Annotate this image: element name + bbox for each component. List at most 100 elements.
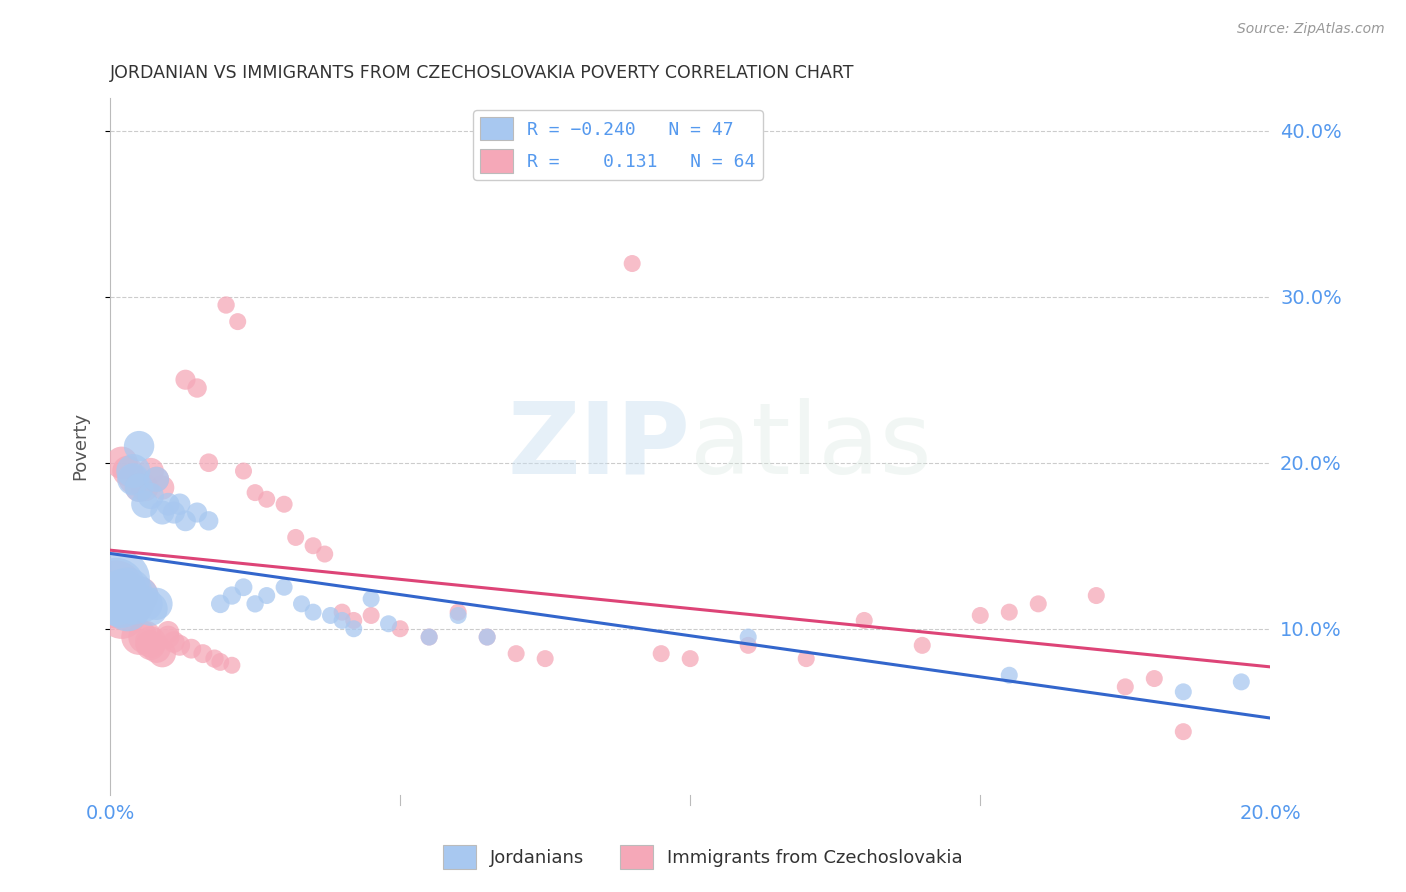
Point (418, 630, 440, 644)
Point (150, 647, 173, 661)
Point (128, 589, 150, 603)
Text: ZIP: ZIP (508, 398, 690, 495)
Point (117, 591, 139, 606)
Point (117, 602, 139, 616)
Text: Source: ZipAtlas.com: Source: ZipAtlas.com (1237, 22, 1385, 37)
Point (1173, 724, 1195, 739)
Point (134, 597, 156, 611)
Point (104, 597, 127, 611)
Point (1114, 680, 1136, 694)
Point (302, 605, 325, 619)
Point (145, 472, 167, 486)
Point (128, 481, 150, 495)
Point (475, 630, 498, 644)
Point (117, 585, 139, 599)
Point (314, 547, 336, 561)
Point (418, 630, 440, 644)
Point (621, 256, 644, 270)
Text: JORDANIAN VS IMMIGRANTS FROM CZECHOSLOVAKIA POVERTY CORRELATION CHART: JORDANIAN VS IMMIGRANTS FROM CZECHOSLOVA… (110, 64, 855, 82)
Point (221, 589, 243, 603)
Point (389, 622, 412, 636)
Point (139, 602, 162, 616)
Point (134, 630, 156, 644)
Point (360, 591, 382, 606)
Point (128, 439, 150, 453)
Point (232, 464, 254, 478)
Point (273, 580, 295, 594)
Point (163, 635, 186, 649)
Point (128, 481, 150, 495)
Legend: R = −0.240   N = 47, R =    0.131   N = 64: R = −0.240 N = 47, R = 0.131 N = 64 (472, 110, 762, 180)
Point (174, 373, 197, 387)
Point (1085, 589, 1108, 603)
Point (191, 647, 214, 661)
Point (186, 506, 208, 520)
Point (853, 614, 876, 628)
Point (290, 597, 312, 611)
Legend: Jordanians, Immigrants from Czechoslovakia: Jordanians, Immigrants from Czechoslovak… (436, 838, 970, 876)
Point (1173, 685, 1195, 699)
Point (330, 614, 353, 628)
Point (139, 638, 162, 652)
Point (679, 651, 702, 665)
Point (128, 630, 150, 644)
Point (1026, 597, 1049, 611)
Point (134, 481, 156, 495)
Point (243, 597, 266, 611)
Point (111, 608, 134, 623)
Point (534, 651, 557, 665)
Point (377, 616, 399, 631)
Point (117, 602, 139, 616)
Point (911, 638, 934, 652)
Point (150, 481, 173, 495)
Point (139, 489, 162, 503)
Point (1143, 672, 1166, 686)
Point (122, 597, 145, 611)
Point (737, 630, 759, 644)
Point (117, 464, 139, 478)
Point (134, 497, 156, 511)
Text: atlas: atlas (690, 398, 932, 495)
Point (150, 506, 173, 520)
Point (104, 591, 127, 606)
Point (998, 605, 1021, 619)
Point (122, 472, 145, 486)
Point (174, 514, 197, 528)
Point (157, 625, 180, 640)
Point (343, 614, 366, 628)
Point (475, 630, 498, 644)
Point (145, 472, 167, 486)
Point (226, 315, 249, 329)
Point (111, 572, 134, 586)
Point (447, 608, 470, 623)
Point (330, 605, 353, 619)
Point (256, 589, 278, 603)
Point (122, 597, 145, 611)
Point (302, 539, 325, 553)
Point (360, 608, 382, 623)
Point (650, 647, 672, 661)
Point (505, 647, 527, 661)
Point (180, 641, 202, 656)
Point (1230, 674, 1253, 689)
Point (232, 580, 254, 594)
Point (319, 608, 342, 623)
Point (104, 580, 127, 594)
Point (186, 381, 208, 395)
Point (104, 580, 127, 594)
Point (139, 635, 162, 649)
Point (221, 658, 243, 673)
Point (256, 492, 278, 507)
Point (111, 589, 134, 603)
Point (998, 668, 1021, 682)
Point (145, 597, 167, 611)
Point (139, 464, 162, 478)
Point (209, 655, 232, 669)
Point (197, 514, 219, 528)
Point (128, 589, 150, 603)
Point (145, 641, 167, 656)
Y-axis label: Poverty: Poverty (72, 412, 89, 480)
Point (273, 497, 295, 511)
Point (794, 651, 817, 665)
Point (122, 472, 145, 486)
